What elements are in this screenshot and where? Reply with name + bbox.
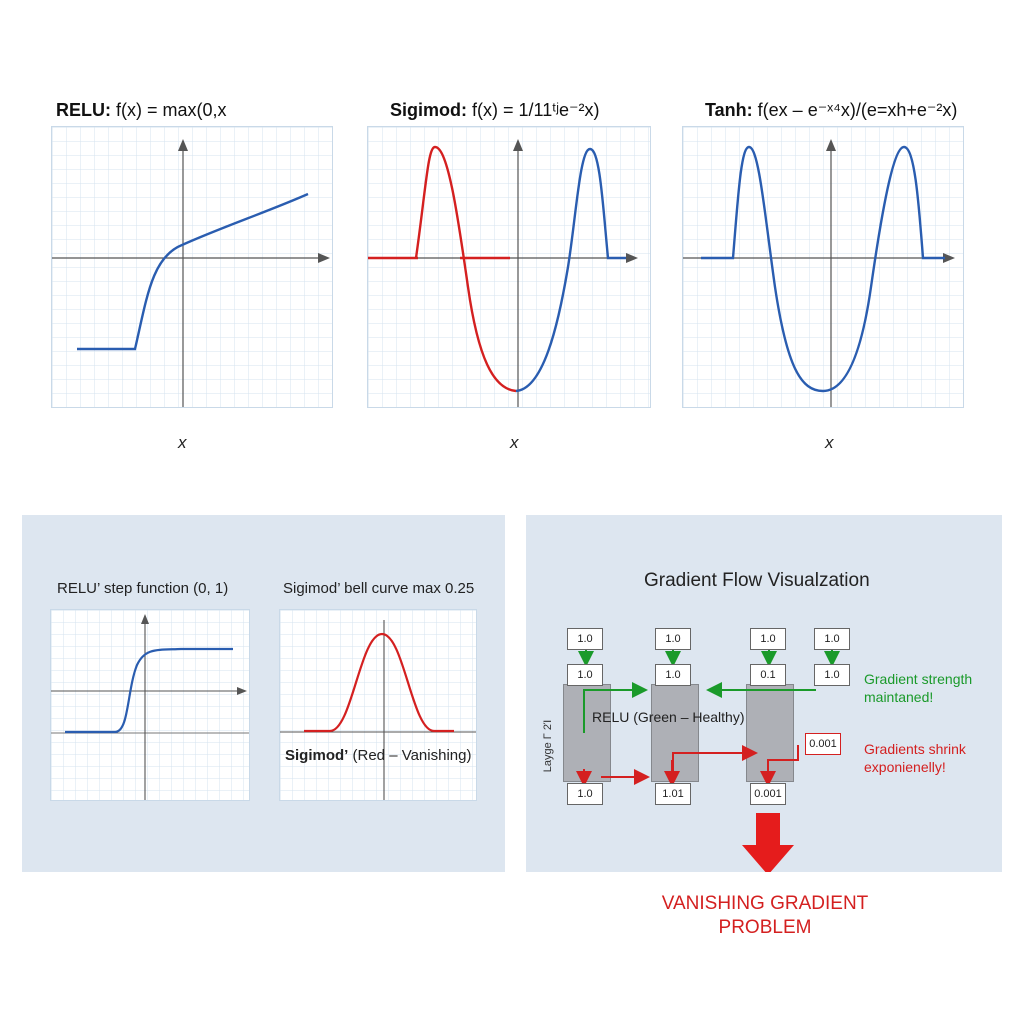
sigmoid-derivative-plot: [279, 609, 477, 801]
layer-block-3: [746, 684, 794, 782]
tanh-formula: f(ex – e⁻ˣ⁴x)/(e=xh+e⁻²x): [757, 100, 958, 120]
vanishing-gradient-problem: VANISHING GRADIENT PROBLEM: [630, 892, 900, 940]
sigmoid-derivative-label-bold: Sigimod’: [285, 747, 349, 764]
sigmoid-derivative-label: Sigimod’ (Red – Vanishing): [285, 747, 471, 764]
problem-line-2: PROBLEM: [718, 917, 812, 938]
sigmoid-derivative-label-rest: (Red – Vanishing): [348, 747, 472, 764]
red-note: Gradients shrink exponienelly!: [864, 740, 966, 776]
relu-derivative-plot: [50, 609, 250, 801]
sigmoid-derivative-title: Sigimod’ bell curve max 0.25: [283, 580, 475, 597]
relu-healthy-label: RELU (Green – Healthy): [592, 709, 745, 725]
second-box-4: 1.0: [814, 664, 850, 686]
relu-curve: [77, 192, 309, 351]
sigmoid-plot: [367, 126, 651, 408]
second-box-3: 0.1: [750, 664, 786, 686]
y-axis-arrow-icon: [178, 139, 188, 151]
sigmoid-title: Sigimod: f(x) = 1/11ᵗʲe⁻²x): [390, 100, 600, 121]
gradient-flow-title: Gradient Flow Visualzation: [644, 570, 870, 591]
green-note-line-1: Gradient strength: [864, 671, 973, 687]
sigmoid-x-label: x: [510, 433, 519, 452]
y-axis-arrow-icon: [826, 139, 836, 151]
bottom-box-3: 0.001: [750, 783, 786, 805]
green-note-line-2: maintaned!: [864, 689, 934, 705]
tanh-x-label: x: [825, 433, 834, 452]
bottom-box-2: 1.01: [655, 783, 691, 805]
relu-title: RELU: f(x) = max(0,x: [56, 100, 227, 121]
x-axis-arrow-icon: [626, 253, 638, 263]
red-value-box: 0.001: [805, 733, 841, 755]
x-axis-arrow-icon: [943, 253, 955, 263]
tanh-plot: [682, 126, 964, 408]
problem-line-1: VANISHING GRADIENT: [661, 893, 869, 914]
red-note-line-2: exponienelly!: [864, 759, 946, 775]
top-box-4: 1.0: [814, 628, 850, 650]
relu-plot: [51, 126, 333, 408]
sigmoid-title-label: Sigimod:: [390, 100, 467, 120]
relu-formula: f(x) = max(0,x: [116, 100, 227, 120]
y-axis-arrow-icon: [513, 139, 523, 151]
top-box-3: 1.0: [750, 628, 786, 650]
sigmoid-blue-curve: [515, 147, 626, 393]
sigmoid-red-curve: [414, 145, 517, 393]
sigmoid-derivative-curve: [304, 632, 454, 733]
tanh-curve: [701, 145, 945, 393]
sigmoid-formula: f(x) = 1/11ᵗʲe⁻²x): [472, 100, 600, 120]
tanh-title-label: Tanh:: [705, 100, 753, 120]
relu-derivative-curve: [65, 647, 233, 734]
tanh-title: Tanh: f(ex – e⁻ˣ⁴x)/(e=xh+e⁻²x): [705, 100, 957, 121]
gradient-arrows: [576, 650, 840, 872]
second-box-2: 1.0: [655, 664, 691, 686]
x-axis-arrow-icon: [318, 253, 330, 263]
bottom-box-1: 1.0: [567, 783, 603, 805]
relu-derivative-title: RELU’ step function (0, 1): [57, 580, 229, 597]
layer-block-2: [651, 684, 699, 782]
x-axis-arrow-icon: [237, 687, 247, 695]
y-axis-arrow-icon: [141, 614, 149, 624]
second-box-1: 1.0: [567, 664, 603, 686]
top-box-2: 1.0: [655, 628, 691, 650]
green-note: Gradient strength maintaned!: [864, 670, 972, 706]
top-box-1: 1.0: [567, 628, 603, 650]
relu-title-label: RELU:: [56, 100, 111, 120]
red-note-line-1: Gradients shrink: [864, 741, 966, 757]
relu-x-label: x: [178, 433, 187, 452]
